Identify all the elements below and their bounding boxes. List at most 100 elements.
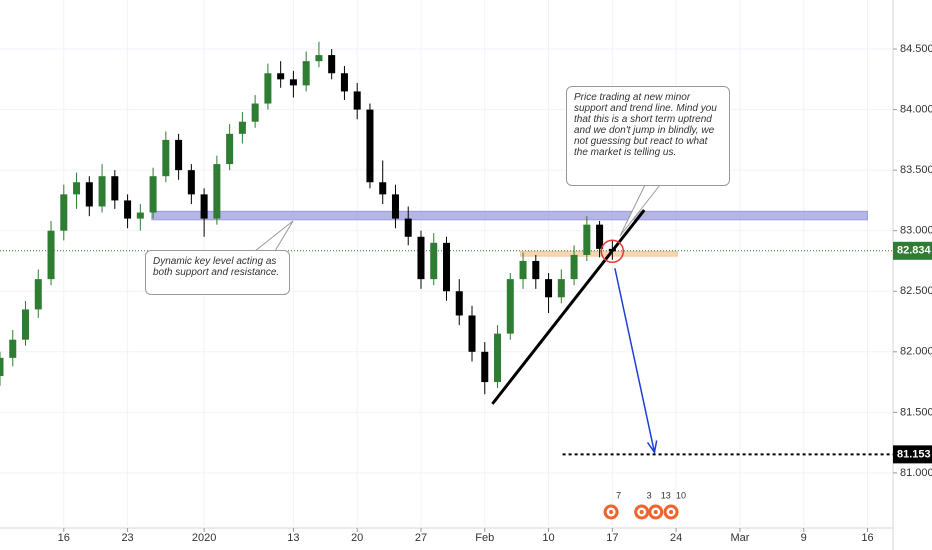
candle-body	[213, 164, 221, 219]
callout-pointer	[619, 184, 661, 237]
x-tick-label: 17	[606, 532, 618, 544]
event-marker: 13	[648, 490, 671, 520]
candle-body	[404, 218, 412, 237]
callout: Dynamic key level acting as both support…	[145, 250, 290, 295]
event-count: 3	[647, 490, 652, 500]
candle-body	[468, 315, 476, 352]
candle-body	[353, 91, 361, 110]
event-icon	[663, 504, 679, 520]
candle-body	[532, 260, 540, 280]
candle-body	[22, 309, 30, 340]
candle-body	[366, 109, 374, 183]
candle-body	[315, 55, 323, 62]
x-tick-label: 16	[58, 532, 70, 544]
candle-body	[238, 121, 246, 134]
candle-body	[494, 333, 502, 383]
arrow-head	[646, 440, 658, 455]
candle-body	[47, 230, 55, 280]
candle-body	[442, 242, 451, 292]
candle-body	[430, 242, 438, 280]
target-price-label: 81.153	[897, 448, 931, 460]
candle-body	[596, 224, 604, 249]
candle-body	[187, 170, 195, 195]
event-marker: 10	[663, 490, 686, 520]
event-icon	[603, 504, 619, 520]
candle-body	[60, 194, 68, 231]
last-price-label-bg	[893, 241, 932, 260]
candle-body	[289, 79, 297, 86]
candle-body	[0, 357, 4, 377]
candle-body	[9, 339, 17, 358]
event-icon	[634, 504, 650, 520]
x-tick-label: 20	[351, 532, 363, 544]
candle-body	[455, 291, 463, 316]
y-tick-label: 82.000	[900, 346, 932, 358]
zone	[151, 210, 868, 221]
event-marker: 7	[603, 490, 621, 520]
candle-body	[34, 279, 42, 310]
x-tick-label: 2020	[192, 532, 216, 544]
y-tick-label: 83.000	[900, 225, 932, 237]
callout: Price trading at new minor support and t…	[566, 86, 730, 186]
highlight-circle	[600, 239, 625, 264]
candle-body	[149, 176, 157, 213]
x-tick-label: Feb	[475, 532, 494, 544]
x-tick-label: 9	[801, 532, 807, 544]
candle-body	[481, 351, 489, 383]
candle-body	[73, 182, 81, 195]
y-tick-label: 83.500	[900, 164, 932, 176]
x-tick-label: 24	[670, 532, 682, 544]
candle-body	[417, 236, 425, 280]
x-tick-label: 23	[121, 532, 133, 544]
y-tick-label: 84.500	[900, 43, 932, 55]
last-price-label: 82.834	[897, 245, 932, 257]
y-tick-label: 84.000	[900, 104, 932, 116]
event-count: 10	[676, 490, 686, 500]
y-tick-label: 81.500	[900, 406, 932, 418]
event-count: 13	[661, 490, 671, 500]
candle-body	[340, 73, 348, 92]
x-tick-label: Mar	[730, 532, 749, 544]
candle-body	[85, 182, 93, 207]
candle-body	[545, 279, 553, 298]
candle-body	[519, 260, 527, 280]
projection-arrow	[614, 268, 656, 453]
candle-body	[264, 73, 272, 104]
x-tick-label: 10	[542, 532, 554, 544]
callout-pointer	[254, 220, 294, 252]
event-icon	[648, 504, 664, 520]
target-price-label-bg	[893, 445, 932, 464]
candle-body	[391, 194, 399, 219]
trend-line	[491, 209, 646, 405]
event-marker: 3	[634, 490, 652, 520]
event-dot	[609, 510, 614, 514]
y-tick-label: 81.000	[900, 467, 932, 479]
candle-body	[136, 212, 144, 219]
candle-body	[302, 61, 310, 86]
candle-body	[506, 279, 514, 334]
y-tick-label: 82.500	[900, 285, 932, 297]
candle-body	[226, 133, 234, 165]
candle-body	[124, 200, 132, 219]
candle-body	[583, 224, 591, 255]
candle-body	[328, 55, 336, 74]
x-tick-label: 13	[287, 532, 299, 544]
candle-body	[570, 254, 578, 280]
candle-body	[379, 182, 387, 195]
candle-body	[175, 139, 183, 171]
event-dot	[653, 510, 658, 514]
zone	[519, 250, 678, 257]
event-dot	[639, 510, 644, 514]
x-tick-label: 27	[415, 532, 427, 544]
x-tick-label: 16	[861, 532, 873, 544]
event-dot	[669, 510, 674, 514]
candle-body	[277, 73, 285, 80]
event-count: 7	[616, 490, 621, 500]
candle-body	[200, 194, 208, 219]
candle-body	[557, 279, 565, 298]
candle-body	[251, 103, 259, 122]
candle-body	[98, 176, 106, 207]
candle-body	[111, 176, 119, 201]
